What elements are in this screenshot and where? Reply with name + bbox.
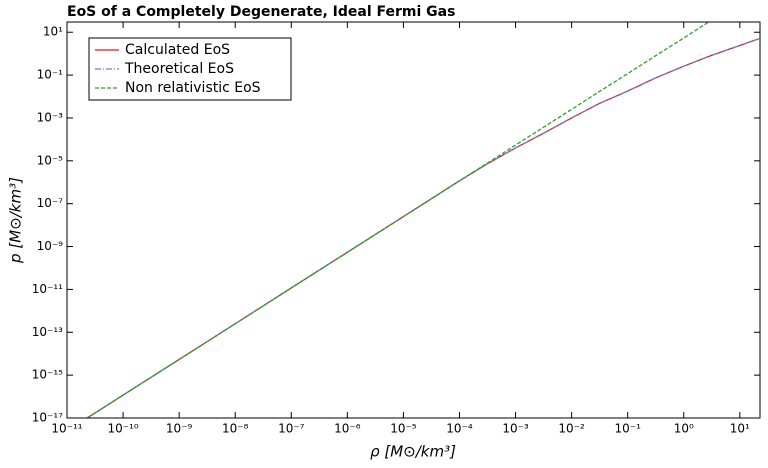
x-tick-label: 10⁻⁸: [222, 422, 249, 436]
y-axis-label: p [M⊙/km³]: [7, 177, 25, 264]
legend-label: Calculated EoS: [125, 42, 230, 58]
x-tick-label: 10⁻¹⁰: [107, 422, 138, 436]
x-tick-label: 10⁻⁵: [390, 422, 417, 436]
y-tick-label: 10⁻⁷: [37, 196, 64, 210]
x-tick-label: 10⁻⁹: [166, 422, 193, 436]
chart-title: EoS of a Completely Degenerate, Ideal Fe…: [67, 4, 455, 20]
x-tick-label: 10⁻⁶: [334, 422, 361, 436]
x-tick-label: 10⁻²: [558, 422, 585, 436]
y-tick-label: 10¹: [43, 25, 63, 39]
y-tick-label: 10⁻¹⁵: [32, 368, 63, 382]
x-tick-label: 10⁻⁷: [278, 422, 305, 436]
plot-frame: [66, 21, 761, 419]
y-tick-label: 10⁻¹³: [32, 325, 63, 339]
series-line: [86, 22, 710, 418]
plot-area: [86, 22, 760, 418]
y-tick-label: 10⁻¹: [37, 68, 64, 82]
y-tick-label: 10⁻⁹: [37, 239, 64, 253]
legend-box: [88, 37, 292, 101]
x-tick-label: 10⁻⁴: [446, 422, 473, 436]
x-tick-label: 10⁻³: [502, 422, 529, 436]
x-tick-label: 10⁻¹: [614, 422, 641, 436]
x-tick-label: 10⁻¹¹: [51, 422, 82, 436]
x-tick-label: 10⁰: [674, 422, 694, 436]
x-tick-label: 10¹: [730, 422, 750, 436]
y-tick-label: 10⁻⁵: [37, 153, 64, 167]
y-tick-label: 10⁻¹⁷: [32, 411, 63, 425]
y-tick-label: 10⁻¹¹: [32, 282, 63, 296]
y-tick-label: 10⁻³: [37, 110, 64, 124]
x-axis-label: ρ [M⊙/km³]: [370, 443, 456, 461]
legend-label: Theoretical EoS: [124, 61, 234, 77]
legend-label: Non relativistic EoS: [125, 80, 261, 96]
